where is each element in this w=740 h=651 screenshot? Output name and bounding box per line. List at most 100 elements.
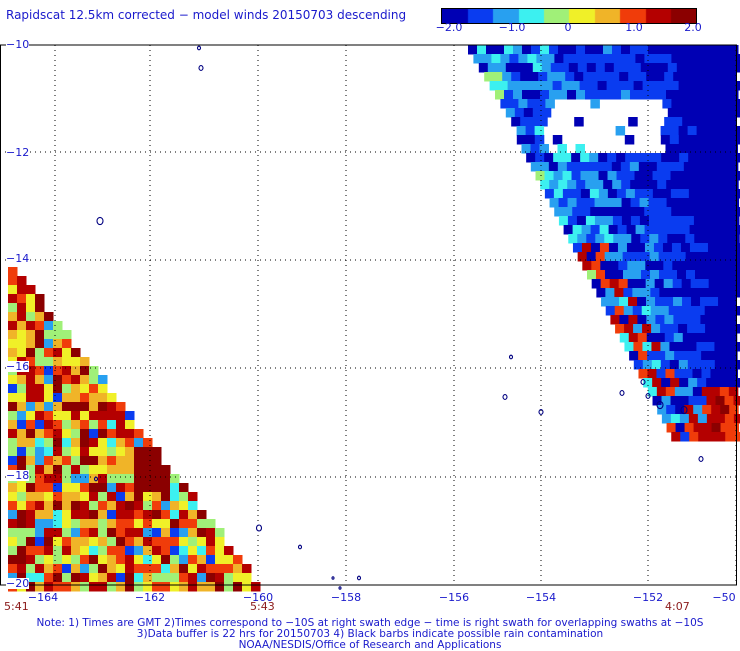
wind-diff-cell [729,180,739,190]
wind-diff-cell [523,108,534,118]
lon-label: −50 [712,591,736,604]
wind-diff-cell [591,261,601,271]
wind-diff-cell [26,384,36,394]
wind-diff-cell [609,261,619,271]
wind-diff-cell [89,573,99,583]
wind-diff-cell [514,108,525,118]
wind-diff-cell [730,108,740,118]
wind-diff-cell [696,135,707,145]
wind-diff-cell [729,405,739,415]
wind-diff-cell [608,225,619,235]
wind-diff-cell [691,117,701,127]
wind-diff-cell [17,555,27,565]
wind-diff-cell [652,171,663,181]
island-outline [255,524,263,532]
wind-diff-cell [538,117,548,127]
wind-diff-cell [125,465,135,475]
wind-diff-cell [698,54,708,64]
wind-diff-cell [694,234,704,244]
wind-diff-cell [125,546,135,556]
wind-diff-cell [653,207,663,217]
wind-diff-cell [631,252,642,262]
wind-diff-cell [709,72,719,82]
wind-diff-cell [571,189,582,199]
wind-diff-cell [62,582,72,592]
wind-diff-cell [567,198,578,208]
wind-diff-cell [534,81,545,91]
wind-diff-cell [62,366,72,376]
wind-diff-cell [657,216,668,226]
wind-diff-cell [35,303,45,313]
wind-diff-cell [690,261,700,271]
island-outline [698,456,704,462]
wind-diff-cell [170,537,180,547]
wind-diff-cell [8,555,18,565]
wind-diff-cell [585,198,596,208]
wind-diff-cell [607,189,618,199]
wind-diff-cell [679,153,689,163]
wind-diff-cell [62,411,72,421]
wind-diff-cell [17,339,27,349]
colorbar-tick: 0 [564,21,572,34]
wind-diff-cell [558,45,568,55]
wind-diff-cell [577,63,588,73]
wind-diff-cell [197,546,207,556]
wind-diff-cell [107,519,117,529]
wind-diff-cell [493,72,503,82]
wind-diff-cell [98,420,108,430]
wind-diff-cell [89,555,99,565]
wind-diff-cell [188,537,198,547]
wind-diff-cell [579,81,590,91]
wind-diff-cell [644,225,655,235]
wind-diff-cell [714,324,724,334]
wind-diff-cell [630,45,640,55]
wind-diff-cell [624,342,634,352]
wind-diff-cell [709,333,720,343]
wind-diff-cell [8,510,18,520]
wind-diff-cell [179,537,189,547]
wind-diff-cell [727,315,737,325]
wind-diff-cell [647,387,658,397]
wind-diff-cell [674,144,684,154]
wind-diff-cell [496,63,507,73]
wind-diff-cell [674,351,684,361]
wind-diff-cell [71,492,81,502]
wind-diff-cell [125,555,135,565]
lat-label: −16 [6,360,30,373]
wind-diff-cell [62,438,72,448]
wind-diff-cell [98,564,108,574]
wind-diff-cell [233,564,243,574]
wind-diff-cell [125,411,135,421]
wind-diff-cell [581,243,592,253]
wind-diff-cell [659,306,670,316]
wind-diff-cell [712,252,723,262]
wind-diff-cell [125,420,135,430]
wind-diff-cell [666,216,677,226]
wind-diff-cell [35,519,45,529]
wind-diff-cell [621,216,632,226]
wind-diff-cell [504,45,514,55]
wind-diff-cell [143,438,153,448]
wind-diff-cell [116,483,126,493]
wind-diff-cell [726,279,737,289]
wind-diff-cell [558,216,569,226]
wind-diff-cell [71,375,81,385]
wind-diff-cell [582,261,592,271]
wind-diff-cell [671,54,681,64]
wind-diff-cell [706,171,717,181]
wind-diff-cell [53,348,63,358]
wind-diff-cell [540,180,550,190]
wind-diff-cell [17,465,27,475]
wind-diff-cell [568,234,578,244]
wind-diff-cell [621,45,631,55]
wind-diff-cell [35,420,45,430]
wind-diff-cell [580,189,591,199]
wind-diff-cell [152,501,162,511]
wind-diff-cell [197,537,207,547]
wind-diff-cell [718,333,729,343]
wind-diff-cell [590,99,600,109]
wind-diff-cell [44,429,54,439]
wind-diff-cell [621,198,632,208]
wind-diff-cell [670,396,681,406]
wind-diff-cell [719,144,729,154]
